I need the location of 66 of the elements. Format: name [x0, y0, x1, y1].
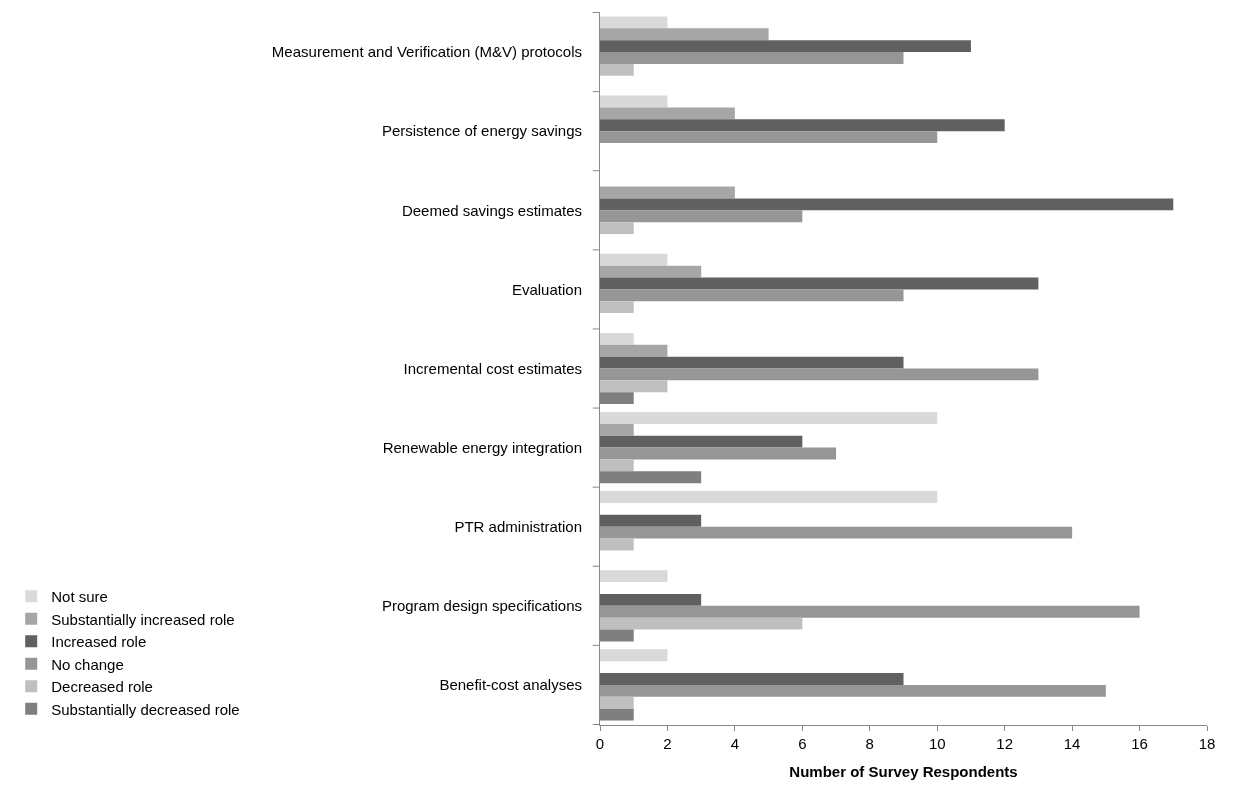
legend-label: Decreased role	[51, 678, 153, 696]
bar	[600, 459, 634, 472]
bar	[600, 107, 735, 120]
bar	[600, 40, 971, 53]
bar	[600, 289, 904, 302]
bar	[600, 538, 634, 551]
bar	[600, 447, 837, 460]
bar	[600, 423, 634, 436]
bar	[600, 673, 904, 685]
bar	[600, 570, 668, 583]
bar	[600, 344, 668, 357]
bar	[600, 198, 1174, 211]
y-tick-label: Renewable energy integration	[382, 438, 582, 456]
bar	[600, 649, 668, 662]
y-tick-label: Measurement and Verification (M&V) protocols	[271, 43, 582, 61]
bar	[600, 368, 1039, 381]
y-tick-label: Incremental cost estimates	[403, 359, 582, 377]
bar	[600, 28, 769, 41]
legend-label: Substantially increased role	[51, 610, 235, 628]
x-tick-label: 8	[865, 735, 874, 752]
x-tick-label: 4	[730, 735, 740, 752]
x-tick-label: 10	[928, 735, 946, 752]
y-tick-label: Benefit-cost analyses	[439, 676, 582, 694]
legend-label: Substantially decreased role	[51, 700, 240, 718]
bar	[600, 222, 634, 235]
y-tick-label: Deemed savings estimates	[401, 201, 582, 219]
bar	[600, 380, 668, 393]
x-axis-title: Number of Survey Respondents	[789, 763, 1018, 780]
x-tick-label: 18	[1198, 735, 1216, 752]
bar	[600, 605, 1140, 618]
bar	[600, 52, 904, 64]
bar	[600, 526, 1073, 539]
bar	[600, 131, 938, 144]
bar	[600, 301, 634, 314]
y-tick-label: PTR administration	[454, 517, 582, 535]
bar	[600, 119, 1005, 132]
x-tick-label: 0	[595, 735, 605, 752]
bar	[600, 332, 634, 345]
bar	[600, 684, 1106, 697]
legend-label: No change	[51, 655, 124, 673]
x-tick-label: 14	[1063, 735, 1081, 752]
bar	[600, 95, 668, 108]
y-tick-label: Evaluation	[511, 280, 582, 298]
legend-label: Increased role	[51, 633, 147, 651]
bar	[600, 514, 702, 527]
x-tick-label: 12	[996, 735, 1014, 752]
y-tick-label: Program design specifications	[381, 597, 582, 615]
bar	[600, 210, 803, 223]
x-tick-label: 6	[798, 735, 807, 752]
bar	[600, 186, 735, 199]
bar	[600, 593, 702, 606]
bar	[600, 265, 702, 278]
x-tick-label: 16	[1131, 735, 1148, 752]
bar	[600, 63, 634, 76]
bar	[600, 16, 668, 29]
bar	[600, 617, 803, 630]
x-tick-label: 2	[663, 735, 672, 752]
bar	[600, 435, 803, 448]
bar	[600, 696, 634, 709]
bar	[600, 412, 938, 424]
bar	[600, 253, 668, 266]
legend-label: Not sure	[51, 588, 108, 606]
bar	[600, 277, 1039, 290]
bar	[600, 491, 938, 503]
bar	[600, 356, 904, 369]
y-tick-label: Persistence of energy savings	[381, 122, 582, 140]
